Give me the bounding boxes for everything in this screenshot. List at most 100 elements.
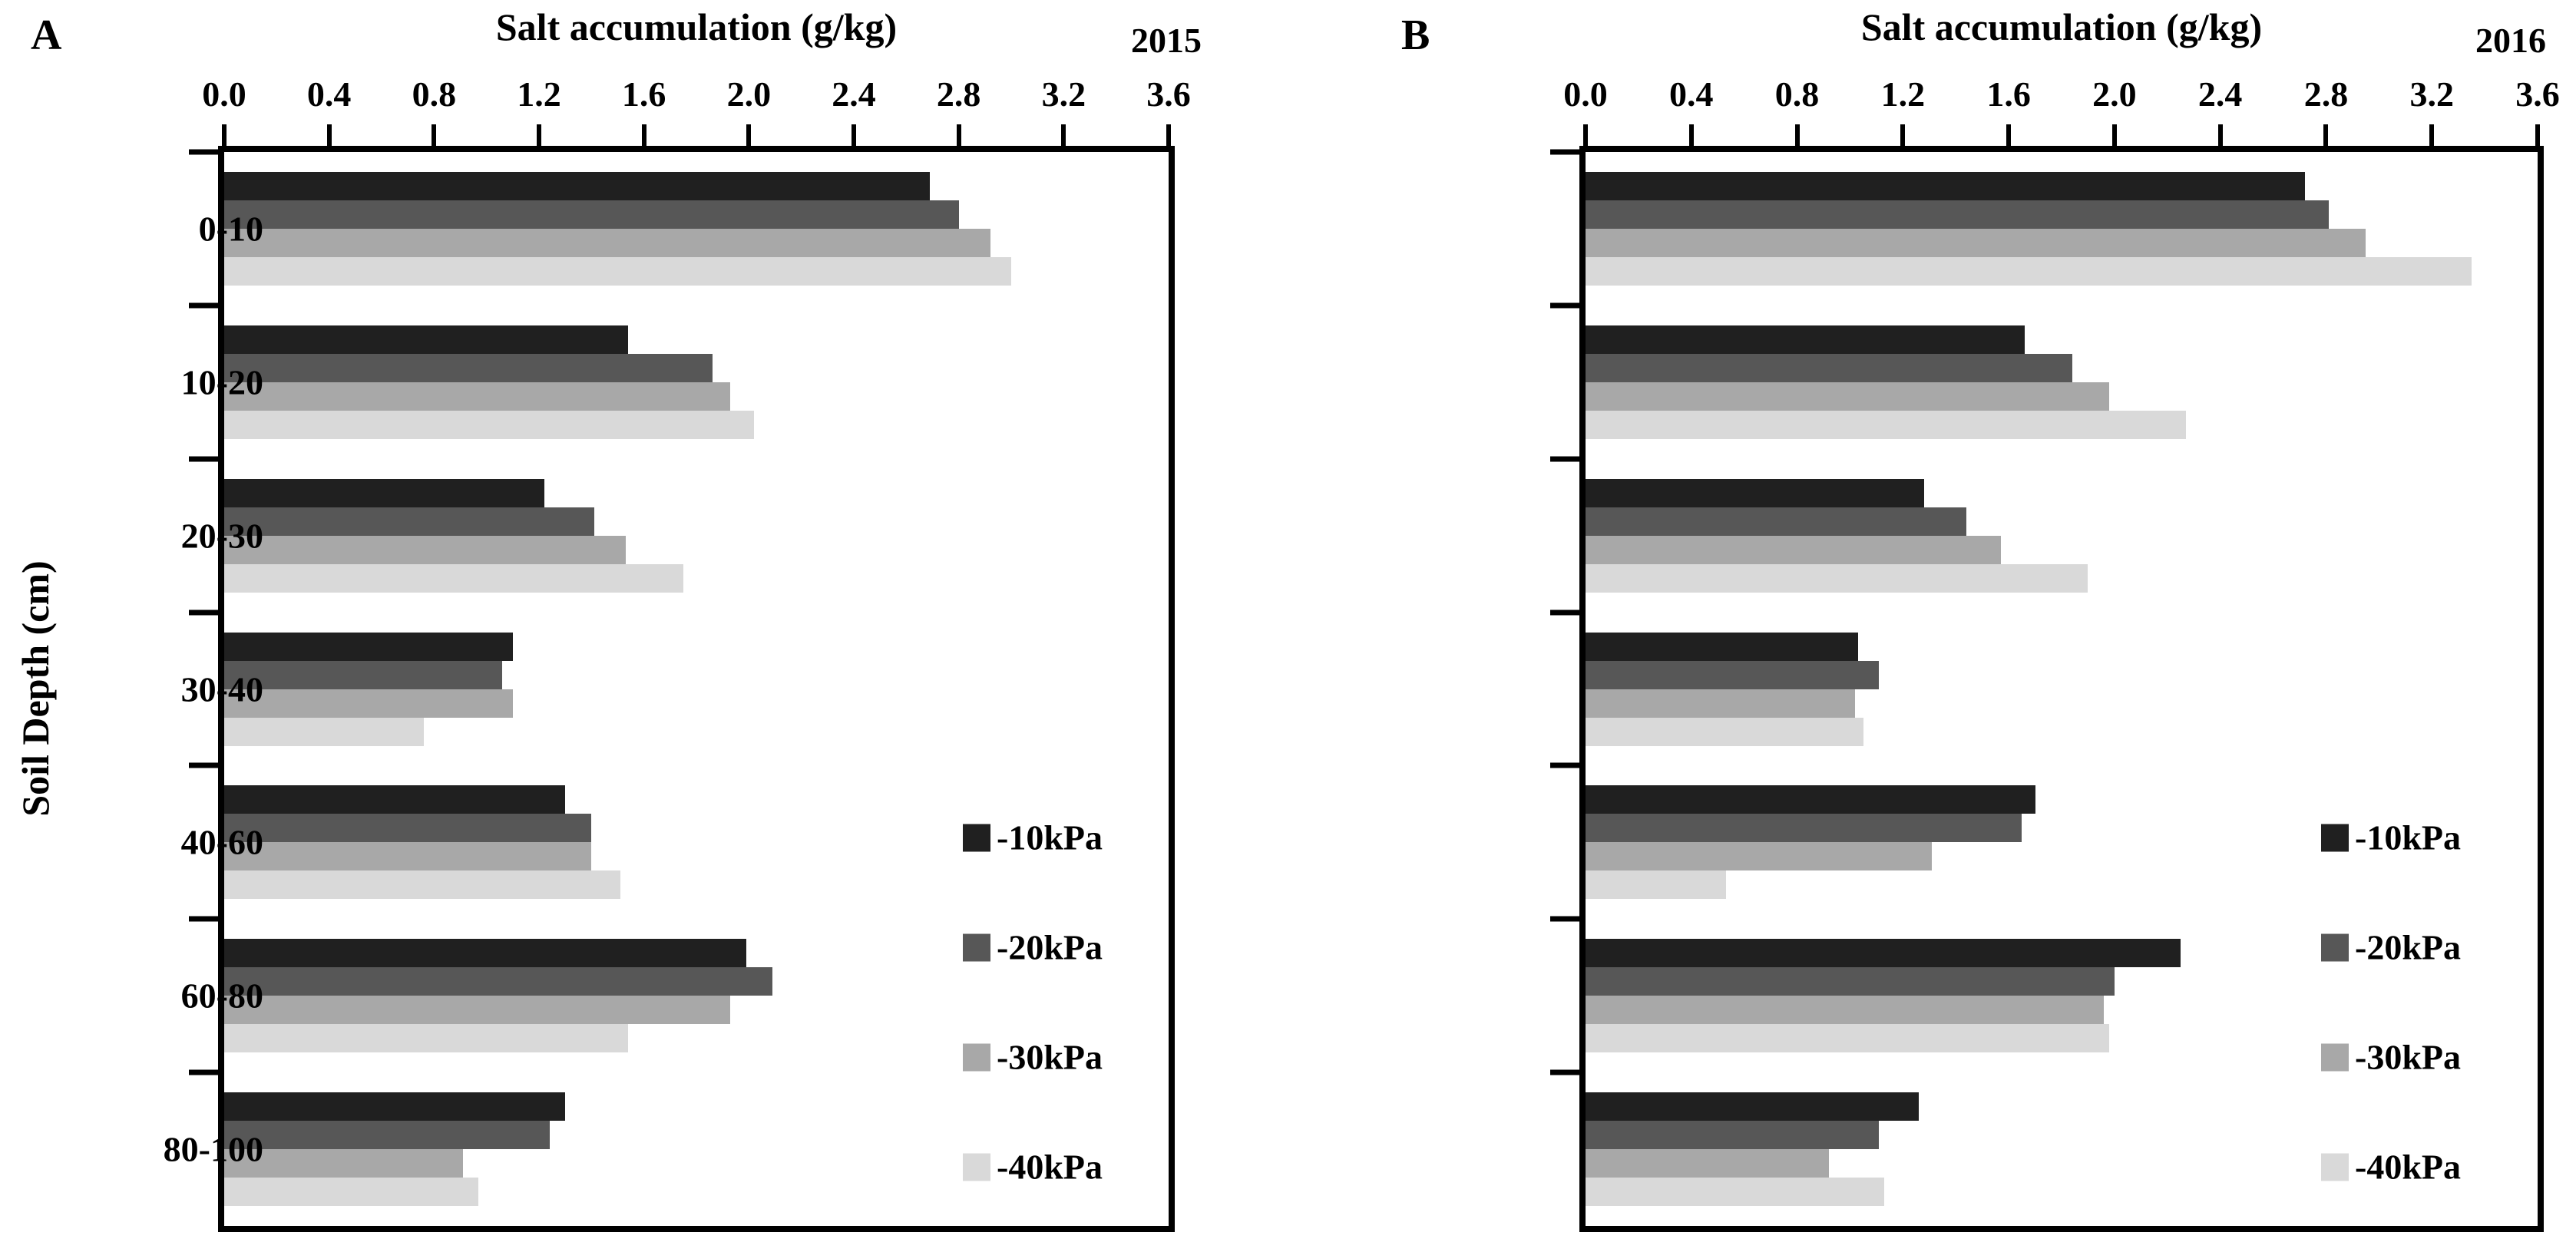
bar-60-80--20kPa xyxy=(1586,967,2115,996)
bar-30-40--40kPa xyxy=(1586,717,1863,746)
bar-80-100--40kPa xyxy=(224,1178,479,1207)
legend-label: -20kPa xyxy=(997,927,1103,967)
x-tick-label: 0.0 xyxy=(1563,74,1608,114)
bar-0-10--10kPa xyxy=(224,171,931,200)
bar-60-80--30kPa xyxy=(224,996,731,1025)
legend-swatch xyxy=(963,824,990,851)
legend-item--20kPa: -20kPa xyxy=(2321,927,2461,968)
legend-label: -30kPa xyxy=(2355,1037,2461,1077)
x-tick-label: 2.4 xyxy=(832,74,876,114)
y-tick-mark xyxy=(1550,149,1579,155)
x-tick-labels: 0.0 0.4 0.8 1.2 1.6 2.0 2.4 2.8 3.2 3.6 xyxy=(202,74,1191,121)
y-tick-mark xyxy=(1550,762,1579,768)
year-label: 2015 xyxy=(1131,21,1202,60)
x-tick-label: 1.2 xyxy=(517,74,561,114)
legend-item--40kPa: -40kPa xyxy=(963,1147,1103,1188)
x-tick-mark xyxy=(1900,124,1906,152)
bar-60-80--30kPa xyxy=(1586,996,2105,1025)
x-tick-mark xyxy=(1794,124,1800,152)
bar-30-40--20kPa xyxy=(1586,660,1880,689)
x-tick-label: 3.2 xyxy=(2409,74,2454,114)
bar-0-10--40kPa xyxy=(224,256,1011,286)
legend-swatch xyxy=(2321,824,2349,851)
bar-80-100--10kPa xyxy=(1586,1092,1919,1122)
legend-item--40kPa: -40kPa xyxy=(2321,1147,2461,1188)
x-tick-mark xyxy=(1688,124,1694,152)
x-tick-mark xyxy=(222,124,227,152)
bar-20-30--20kPa xyxy=(224,507,594,536)
bar-40-60--20kPa xyxy=(224,814,592,843)
bar-30-40--30kPa xyxy=(1586,689,1856,718)
x-tick-label: 3.2 xyxy=(1041,74,1086,114)
panel-2016: B Salt accumulation (g/kg) 2016 0.0 0.4 0.… xyxy=(164,0,2576,1252)
bar-60-80--20kPa xyxy=(224,967,773,996)
x-tick-label: 1.2 xyxy=(1880,74,1926,114)
category-label: 0-10 xyxy=(198,209,263,249)
bar-80-100--20kPa xyxy=(224,1121,550,1150)
panel-2015: A Salt accumulation (g/kg) 2015 0.0 0.4 0.… xyxy=(14,5,1202,1232)
bar-10-20--10kPa xyxy=(224,325,629,354)
x-tick-labels: 0.0 0.4 0.8 1.2 1.6 2.0 2.4 2.8 3.2 3.6 xyxy=(1563,74,2560,121)
bar-40-60--10kPa xyxy=(1586,785,2035,814)
x-tick-label: 0.4 xyxy=(1669,74,1714,114)
x-tick-mark xyxy=(2006,124,2012,152)
legend-label: -40kPa xyxy=(997,1147,1103,1187)
bar-80-100--10kPa xyxy=(224,1092,566,1122)
legend-item--10kPa: -10kPa xyxy=(963,818,1103,858)
legend-item--30kPa: -30kPa xyxy=(2321,1037,2461,1078)
bar-0-10--10kPa xyxy=(1586,171,2305,200)
y-axis-title: Soil Depth (cm) xyxy=(14,560,57,817)
plot-area: -10kPa -20kPa -30kPa -40kPa xyxy=(189,124,1171,1226)
x-tick-label: 3.6 xyxy=(1146,74,1191,114)
x-tick-label: 1.6 xyxy=(1986,74,2031,114)
x-axis-title: Salt accumulation (g/kg) xyxy=(1860,5,2263,48)
bar-80-100--30kPa xyxy=(1586,1149,1829,1178)
bar-0-10--20kPa xyxy=(224,200,959,229)
x-tick-label: 2.0 xyxy=(726,74,772,114)
x-tick-label: 0.8 xyxy=(1774,74,1820,114)
legend-label: -40kPa xyxy=(2355,1147,2461,1187)
x-tick-mark xyxy=(2323,124,2329,152)
bar-60-80--40kPa xyxy=(224,1024,629,1053)
bar-80-100--40kPa xyxy=(1586,1178,1885,1207)
plot-area: -10kPa -20kPa -30kPa -40kPa xyxy=(1550,124,2540,1226)
y-tick-mark xyxy=(189,149,218,155)
x-tick-label: 2.8 xyxy=(2303,74,2349,114)
legend-swatch xyxy=(963,1153,990,1181)
bar-20-30--10kPa xyxy=(224,478,544,507)
bar-10-20--30kPa xyxy=(1586,382,2109,411)
x-tick-label: 0.0 xyxy=(202,74,246,114)
bar-10-20--20kPa xyxy=(224,353,713,382)
x-tick-label: 0.8 xyxy=(412,74,457,114)
x-tick-label: 2.8 xyxy=(936,74,981,114)
legend-swatch xyxy=(963,1043,990,1071)
legend-label: -30kPa xyxy=(997,1037,1103,1077)
y-tick-mark xyxy=(189,1069,218,1075)
legend-swatch xyxy=(963,933,990,961)
category-label: 80-100 xyxy=(163,1129,263,1169)
x-tick-label: 0.4 xyxy=(306,74,352,114)
bar-10-20--30kPa xyxy=(224,382,731,411)
bar-0-10--30kPa xyxy=(224,228,990,257)
bar-10-20--40kPa xyxy=(224,410,755,439)
bar-30-40--10kPa xyxy=(224,632,513,661)
bar-20-30--40kPa xyxy=(224,563,683,593)
legend-swatch xyxy=(2321,1043,2349,1071)
y-tick-mark xyxy=(1550,916,1579,922)
x-tick-label: 3.6 xyxy=(2515,74,2560,114)
y-tick-mark xyxy=(189,916,218,922)
legend-item--30kPa: -30kPa xyxy=(963,1037,1103,1078)
year-label: 2016 xyxy=(2475,21,2546,60)
x-tick-mark xyxy=(1166,124,1171,152)
bar-30-40--40kPa xyxy=(224,717,424,746)
bar-40-60--20kPa xyxy=(1586,814,2022,843)
bar-40-60--40kPa xyxy=(224,870,620,900)
x-tick-label: 2.4 xyxy=(2197,74,2243,114)
y-tick-mark xyxy=(189,456,218,462)
y-tick-mark xyxy=(189,302,218,309)
x-axis-title: Salt accumulation (g/kg) xyxy=(495,5,898,48)
category-label: 60-80 xyxy=(180,976,263,1016)
x-tick-mark xyxy=(1061,124,1066,152)
y-tick-mark xyxy=(189,762,218,768)
